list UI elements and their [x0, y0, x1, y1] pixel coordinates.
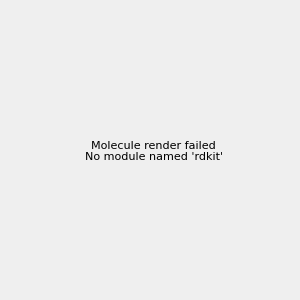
- Text: Molecule render failed
No module named 'rdkit': Molecule render failed No module named '…: [85, 141, 223, 162]
